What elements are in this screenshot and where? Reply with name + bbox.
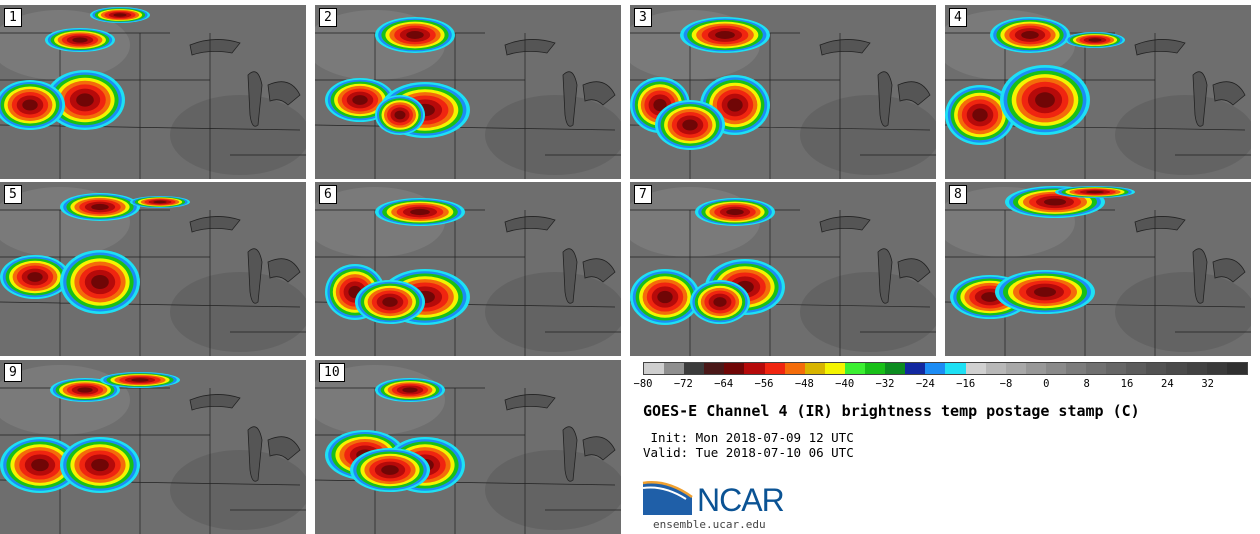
colorbar-tick-label: 16 xyxy=(1120,378,1134,390)
colorbar-swatch xyxy=(1226,363,1247,374)
postage-stamp-map-6: 6 xyxy=(315,182,621,356)
colorbar-swatch xyxy=(704,363,725,374)
colorbar-swatch xyxy=(784,363,805,374)
postage-stamp-map-9: 9 xyxy=(0,360,306,534)
panel-number-label: 1 xyxy=(4,8,22,27)
colorbar-swatch xyxy=(1126,363,1147,374)
init-time: Init: Mon 2018-07-09 12 UTC xyxy=(643,430,854,445)
postage-stamp-map-4: 4 xyxy=(945,5,1251,179)
ir-map xyxy=(315,360,621,534)
ir-map xyxy=(0,5,306,179)
figure-title: GOES-E Channel 4 (IR) brightness temp po… xyxy=(643,402,1140,420)
colorbar-swatch xyxy=(1206,363,1227,374)
colorbar-tick-label: −72 xyxy=(673,378,693,390)
colorbar-swatch xyxy=(1146,363,1167,374)
panel-number-label: 4 xyxy=(949,8,967,27)
colorbar-tick-label: −56 xyxy=(754,378,774,390)
panel-number-label: 9 xyxy=(4,363,22,382)
postage-stamp-map-3: 3 xyxy=(630,5,936,179)
colorbar-swatch xyxy=(925,363,946,374)
colorbar-swatch xyxy=(684,363,705,374)
panel-number-label: 5 xyxy=(4,185,22,204)
colorbar-swatch xyxy=(1065,363,1087,374)
colorbar-tick-label: −16 xyxy=(956,378,976,390)
ncar-logo-text: NCAR xyxy=(697,482,785,518)
colorbar-tick-label: −32 xyxy=(875,378,895,390)
panel-number-label: 10 xyxy=(319,363,345,382)
colorbar-swatch xyxy=(1025,363,1046,374)
panel-number-label: 8 xyxy=(949,185,967,204)
panel-number-label: 6 xyxy=(319,185,337,204)
ir-map xyxy=(0,360,306,534)
postage-stamp-map-10: 10 xyxy=(315,360,621,534)
colorbar-swatch xyxy=(865,363,886,374)
colorbar-swatch xyxy=(804,363,825,374)
colorbar-swatch xyxy=(844,363,866,374)
colorbar-swatch xyxy=(905,363,926,374)
colorbar-swatch xyxy=(985,363,1006,374)
postage-stamp-map-1: 1 xyxy=(0,5,306,179)
colorbar-swatch xyxy=(1045,363,1066,374)
colorbar-tick-label: 32 xyxy=(1201,378,1214,390)
colorbar-swatch xyxy=(744,363,765,374)
colorbar-swatch xyxy=(885,363,906,374)
ir-map xyxy=(945,182,1251,356)
ir-map xyxy=(630,182,936,356)
valid-time: Valid: Tue 2018-07-10 06 UTC xyxy=(643,445,854,460)
postage-stamp-map-7: 7 xyxy=(630,182,936,356)
colorbar-swatch xyxy=(764,363,785,374)
colorbar-tick-label: −24 xyxy=(915,378,935,390)
colorbar-tick-label: −64 xyxy=(714,378,734,390)
ir-map xyxy=(315,5,621,179)
ir-map xyxy=(315,182,621,356)
colorbar-swatch xyxy=(644,363,665,374)
colorbar-swatch xyxy=(1106,363,1127,374)
colorbar-swatch xyxy=(945,363,966,374)
panel-number-label: 3 xyxy=(634,8,652,27)
colorbar-tick-label: −8 xyxy=(999,378,1013,390)
panel-number-label: 7 xyxy=(634,185,652,204)
temperature-colorbar xyxy=(643,362,1248,375)
site-url: ensemble.ucar.edu xyxy=(653,518,766,531)
colorbar-swatch xyxy=(724,363,745,374)
colorbar-tick-label: 0 xyxy=(1043,378,1050,390)
colorbar-swatch xyxy=(1166,363,1187,374)
colorbar-tick-label: 24 xyxy=(1161,378,1174,390)
colorbar-tick-label: −40 xyxy=(835,378,855,390)
ir-map xyxy=(945,5,1251,179)
colorbar-swatch xyxy=(1005,363,1026,374)
colorbar-swatch xyxy=(824,363,845,374)
colorbar-swatch xyxy=(664,363,685,374)
postage-stamp-map-2: 2 xyxy=(315,5,621,179)
colorbar-swatch xyxy=(1086,363,1107,374)
panel-number-label: 2 xyxy=(319,8,337,27)
ir-map xyxy=(0,182,306,356)
colorbar-tick-label: −48 xyxy=(794,378,814,390)
colorbar-tick-labels: −80 −72 −64 −56 −48 −40 −32 −24 −16 −8 0 8 16 24 32 xyxy=(634,378,1248,392)
ir-map xyxy=(630,5,936,179)
ncar-logo-icon xyxy=(642,481,693,515)
postage-stamp-map-8: 8 xyxy=(945,182,1251,356)
colorbar-swatch xyxy=(965,363,986,374)
colorbar-tick-label: 8 xyxy=(1083,378,1090,390)
postage-stamp-map-5: 5 xyxy=(0,182,306,356)
colorbar-tick-label: −80 xyxy=(633,378,653,390)
colorbar-swatch xyxy=(1186,363,1207,374)
